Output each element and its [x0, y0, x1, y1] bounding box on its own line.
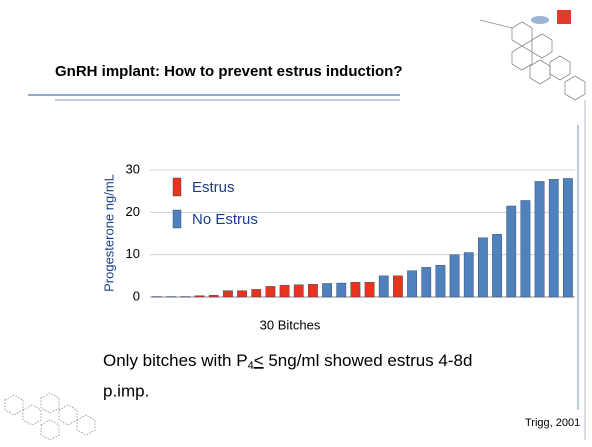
bar: [549, 179, 558, 297]
bar: [507, 206, 516, 297]
bar: [322, 283, 331, 297]
bar: [209, 295, 218, 297]
legend-label: No Estrus: [192, 211, 258, 228]
y-tick-label: 20: [126, 204, 140, 219]
bar: [280, 285, 289, 297]
legend-swatch: [173, 210, 181, 228]
y-tick-label: 10: [126, 246, 140, 261]
note-symbol: <: [254, 351, 264, 370]
legend-label: Estrus: [192, 179, 235, 196]
y-axis-label: Progesterone ng/mL: [101, 174, 116, 292]
bar: [492, 234, 501, 297]
bar: [521, 200, 530, 297]
y-tick-label: 30: [126, 161, 140, 176]
x-axis-label: 30 Bitches: [260, 317, 321, 332]
bar: [266, 286, 275, 297]
bar: [563, 178, 572, 297]
bar: [436, 265, 445, 297]
bar: [308, 284, 317, 297]
bar: [450, 255, 459, 297]
bar: [337, 283, 346, 297]
bar: [393, 276, 402, 297]
bar: [535, 181, 544, 297]
slide: GnRH implant: How to prevent estrus indu…: [0, 0, 592, 447]
bar: [422, 267, 431, 297]
bar: [252, 289, 261, 297]
legend-swatch: [173, 178, 181, 196]
note: p.imp.: [103, 381, 149, 400]
bar: [407, 271, 416, 297]
bar: [365, 282, 374, 297]
bar: [351, 282, 360, 297]
slide-title: GnRH implant: How to prevent estrus indu…: [55, 63, 403, 80]
citation: Trigg, 2001: [525, 417, 580, 429]
note-text: Only bitches with P: [103, 351, 248, 370]
bar: [379, 276, 388, 297]
bar: [464, 253, 473, 297]
bar: [478, 238, 487, 297]
y-tick-label: 0: [133, 288, 140, 303]
bar: [223, 291, 232, 297]
note-text: 5ng/ml showed estrus 4-8d: [264, 351, 473, 370]
note: Only bitches with P4< 5ng/ml showed estr…: [103, 351, 472, 371]
bar: [195, 296, 204, 297]
bar: [294, 285, 303, 297]
bar: [237, 291, 246, 297]
